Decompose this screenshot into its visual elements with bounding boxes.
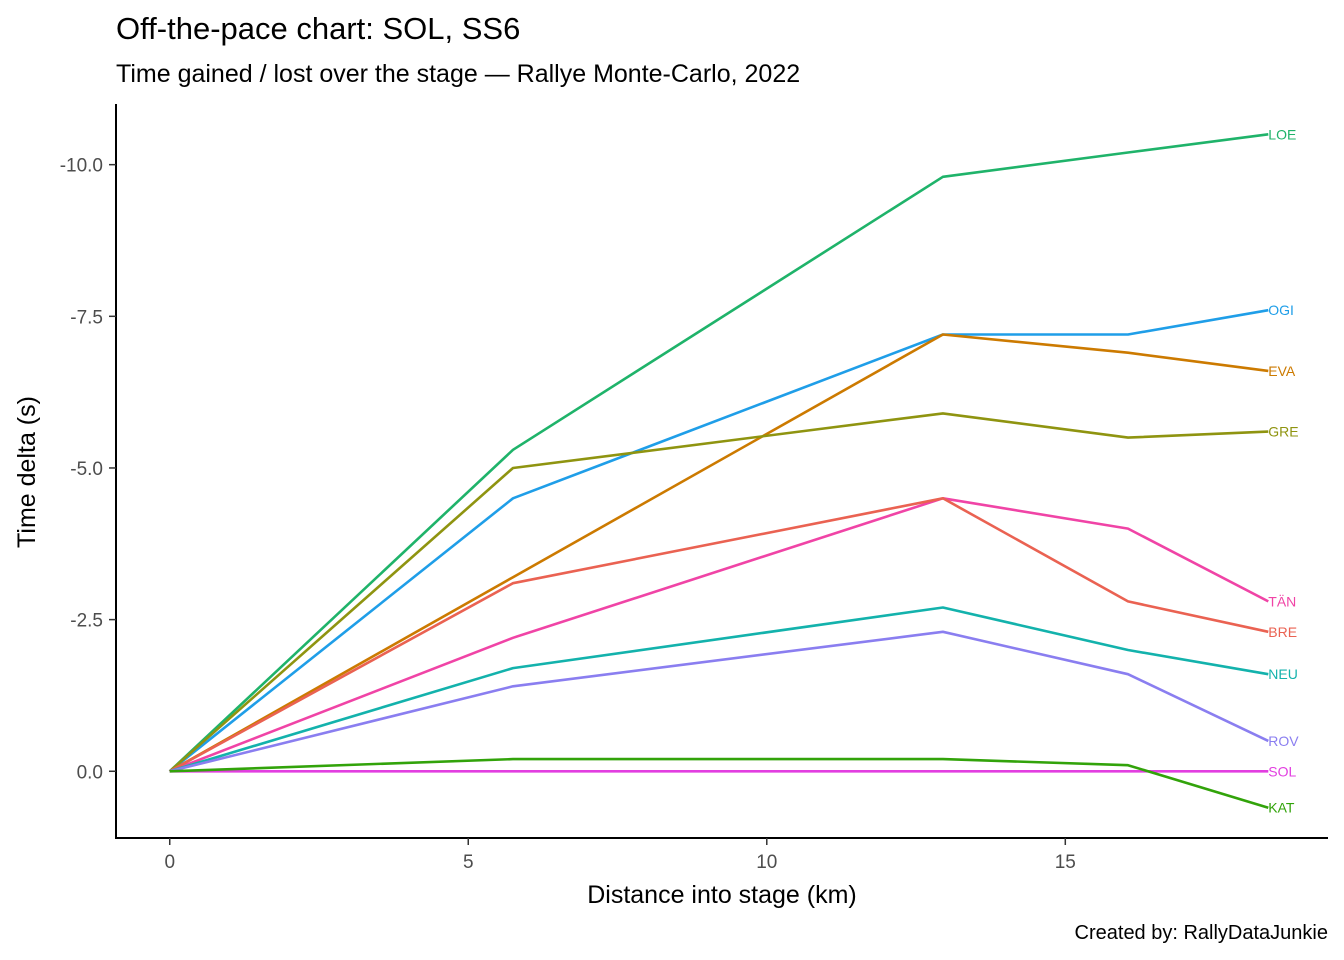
x-tick-label: 0: [164, 852, 175, 873]
series-line-bre: [169, 496, 1269, 773]
end-label-sol: SOL: [1268, 763, 1296, 779]
end-label-bre: BRE: [1268, 624, 1297, 640]
y-tick-label: -2.5: [70, 611, 103, 632]
end-label-loe: LOE: [1268, 126, 1296, 142]
chart-subtitle: Time gained / lost over the stage — Rall…: [116, 60, 801, 88]
series-line-rov: [169, 630, 1269, 773]
series-line-neu: [169, 606, 1269, 773]
end-label-tn: TÄN: [1268, 593, 1296, 609]
chart-caption: Created by: RallyDataJunkie: [1074, 922, 1328, 944]
x-tick-label: 5: [463, 852, 474, 873]
series-layer: [168, 133, 1269, 809]
end-label-rov: ROV: [1268, 733, 1299, 749]
x-tick-label: 10: [756, 852, 777, 873]
series-line-eva: [169, 333, 1269, 773]
y-tick-label: 0.0: [77, 762, 103, 783]
end-label-layer: LOE OGI EVA GRE TÄN BRE NEU ROV SOL KAT: [1268, 126, 1299, 815]
end-label-ogi: OGI: [1268, 302, 1294, 318]
end-label-neu: NEU: [1268, 666, 1298, 682]
y-axis-title: Time delta (s): [13, 396, 41, 548]
y-tick-label: -7.5: [70, 307, 103, 328]
y-tick-label: -5.0: [70, 459, 103, 480]
end-label-kat: KAT: [1268, 800, 1295, 816]
series-line-loe: [168, 133, 1269, 773]
series-line-ogi: [168, 308, 1269, 773]
series-line-kat: [169, 757, 1269, 809]
y-tick-label: -10.0: [60, 156, 103, 177]
end-label-gre: GRE: [1268, 424, 1298, 440]
series-line-gre: [168, 412, 1269, 773]
axis-layer: 0 5 10 15 -10.0 -7.5 -5.0 -2.5 0.0: [60, 104, 1328, 873]
x-axis-title: Distance into stage (km): [587, 881, 857, 909]
chart-title: Off-the-pace chart: SOL, SS6: [116, 11, 521, 46]
x-tick-label: 15: [1055, 852, 1076, 873]
end-label-eva: EVA: [1268, 363, 1296, 379]
